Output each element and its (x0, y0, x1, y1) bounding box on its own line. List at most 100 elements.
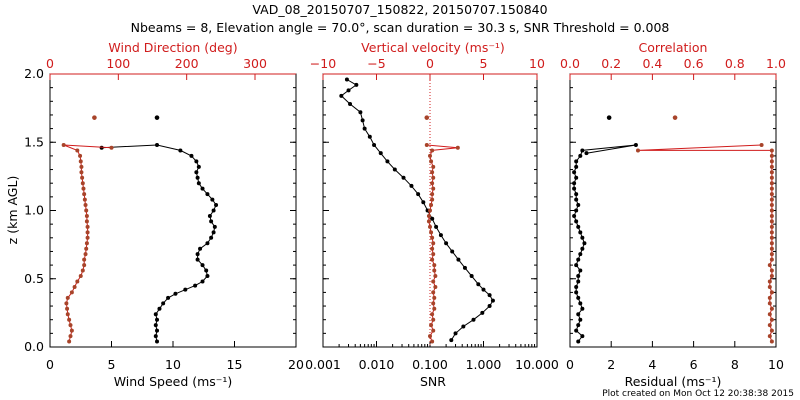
wind-direction-point (84, 246, 89, 251)
wind-direction-point (84, 241, 89, 246)
correlation-point (769, 268, 774, 273)
wind-speed-point (194, 159, 199, 164)
x-tick-label-bottom: 10 (768, 357, 784, 372)
vertical-velocity-point (431, 164, 436, 169)
wind-speed-point (155, 142, 160, 147)
wind-direction-point (79, 164, 84, 169)
y-tick-label: 1.5 (24, 134, 44, 149)
correlation-point (769, 164, 774, 169)
residual-outlier-point (606, 115, 612, 120)
vertical-velocity-point (428, 153, 432, 158)
panel-fit-quality: Correlation Residual (ms⁻¹) 0 2 4 6 8 10 0.0 0.… (560, 40, 786, 389)
snr-point (401, 175, 406, 180)
wind-speed-point (196, 181, 201, 186)
correlation-point (769, 274, 774, 279)
correlation-line (637, 144, 773, 342)
wind-speed-point (189, 153, 194, 158)
snr-point (481, 287, 486, 292)
correlation-point (767, 312, 772, 317)
snr-point (348, 102, 353, 107)
residual-point (580, 235, 585, 240)
wind-speed-point (200, 186, 205, 191)
vertical-velocity-point (430, 192, 435, 197)
wind-speed-point (205, 241, 210, 246)
correlation-point (769, 170, 774, 175)
vertical-velocity-point (426, 219, 431, 224)
residual-point (578, 317, 583, 322)
vertical-velocity-point (455, 145, 460, 150)
residual-point (574, 328, 579, 333)
snr-point (378, 151, 383, 156)
snr-point (362, 126, 367, 131)
wind-speed-point (166, 295, 171, 300)
vertical-velocity-point (431, 290, 436, 295)
wind-direction-point (67, 339, 72, 344)
residual-point (572, 181, 577, 186)
wind-speed-point (194, 170, 199, 175)
wind-speed-point (200, 279, 205, 284)
x-tick-label-top: 0 (46, 56, 54, 71)
wind-direction-point (65, 312, 70, 317)
snr-point (471, 317, 476, 322)
vertical-velocity-point (431, 186, 436, 191)
x-tick-label-bottom: 15 (227, 357, 243, 372)
correlation-point (767, 263, 772, 268)
x-tick-label-top: 0.8 (725, 56, 745, 71)
wind-speed-line (101, 144, 217, 342)
wind-direction-point (61, 142, 66, 147)
snr-point (487, 304, 492, 309)
residual-point (574, 290, 579, 295)
vertical-velocity-point (432, 306, 437, 311)
residual-point (572, 186, 577, 191)
correlation-point (769, 159, 774, 164)
snr-point (462, 265, 467, 270)
x-tick-label-bottom: 10.000 (515, 357, 559, 372)
wind-direction-point (85, 224, 90, 229)
correlation-point (769, 192, 774, 197)
snr-point (416, 192, 421, 197)
wind-speed-point (153, 312, 158, 317)
vertical-velocity-point (430, 257, 435, 262)
residual-point (574, 192, 579, 197)
correlation-point (767, 295, 772, 300)
snr-point (385, 159, 390, 164)
snr-point (346, 88, 351, 93)
wind-speed-point (195, 175, 200, 180)
x-tick-label-top: 200 (175, 56, 199, 71)
x-tick-label-bottom: 10 (165, 357, 181, 372)
correlation-point (769, 339, 774, 344)
y-tick-label: 0.5 (24, 271, 44, 286)
wind-speed-point (196, 164, 201, 169)
wind-direction-point (78, 153, 83, 158)
vertical-velocity-point (431, 328, 436, 333)
plot-frame (569, 73, 777, 348)
correlation-point (635, 148, 640, 153)
y-tick-label: 1.0 (24, 203, 44, 218)
wind-direction-point (81, 186, 86, 191)
wind-direction-point (78, 159, 83, 164)
wind-speed-point (155, 328, 160, 333)
snr-point (360, 118, 365, 123)
correlation-point (767, 301, 772, 306)
y-tick-label: 0.0 (24, 339, 44, 354)
correlation-point (769, 290, 774, 295)
wind-speed-point (205, 274, 210, 279)
residual-point (576, 312, 581, 317)
snr-point (469, 274, 474, 279)
x-tick-label-top: 100 (106, 56, 130, 71)
wind-speed-point (155, 339, 160, 344)
snr-point (456, 257, 461, 262)
residual-point (580, 148, 585, 153)
vertical-velocity-point (431, 175, 436, 180)
bottom-axis-label-snr: SNR (420, 374, 446, 389)
snr-point (450, 249, 455, 254)
vertical-velocity-point (433, 274, 438, 279)
residual-point (576, 279, 581, 284)
vertical-velocity-point (432, 268, 437, 273)
vertical-velocity-point (431, 252, 436, 257)
wind-direction-point (85, 235, 90, 240)
x-tick-label-top: 10 (529, 56, 545, 71)
snr-point (480, 310, 485, 315)
wind-direction-point (82, 197, 87, 202)
